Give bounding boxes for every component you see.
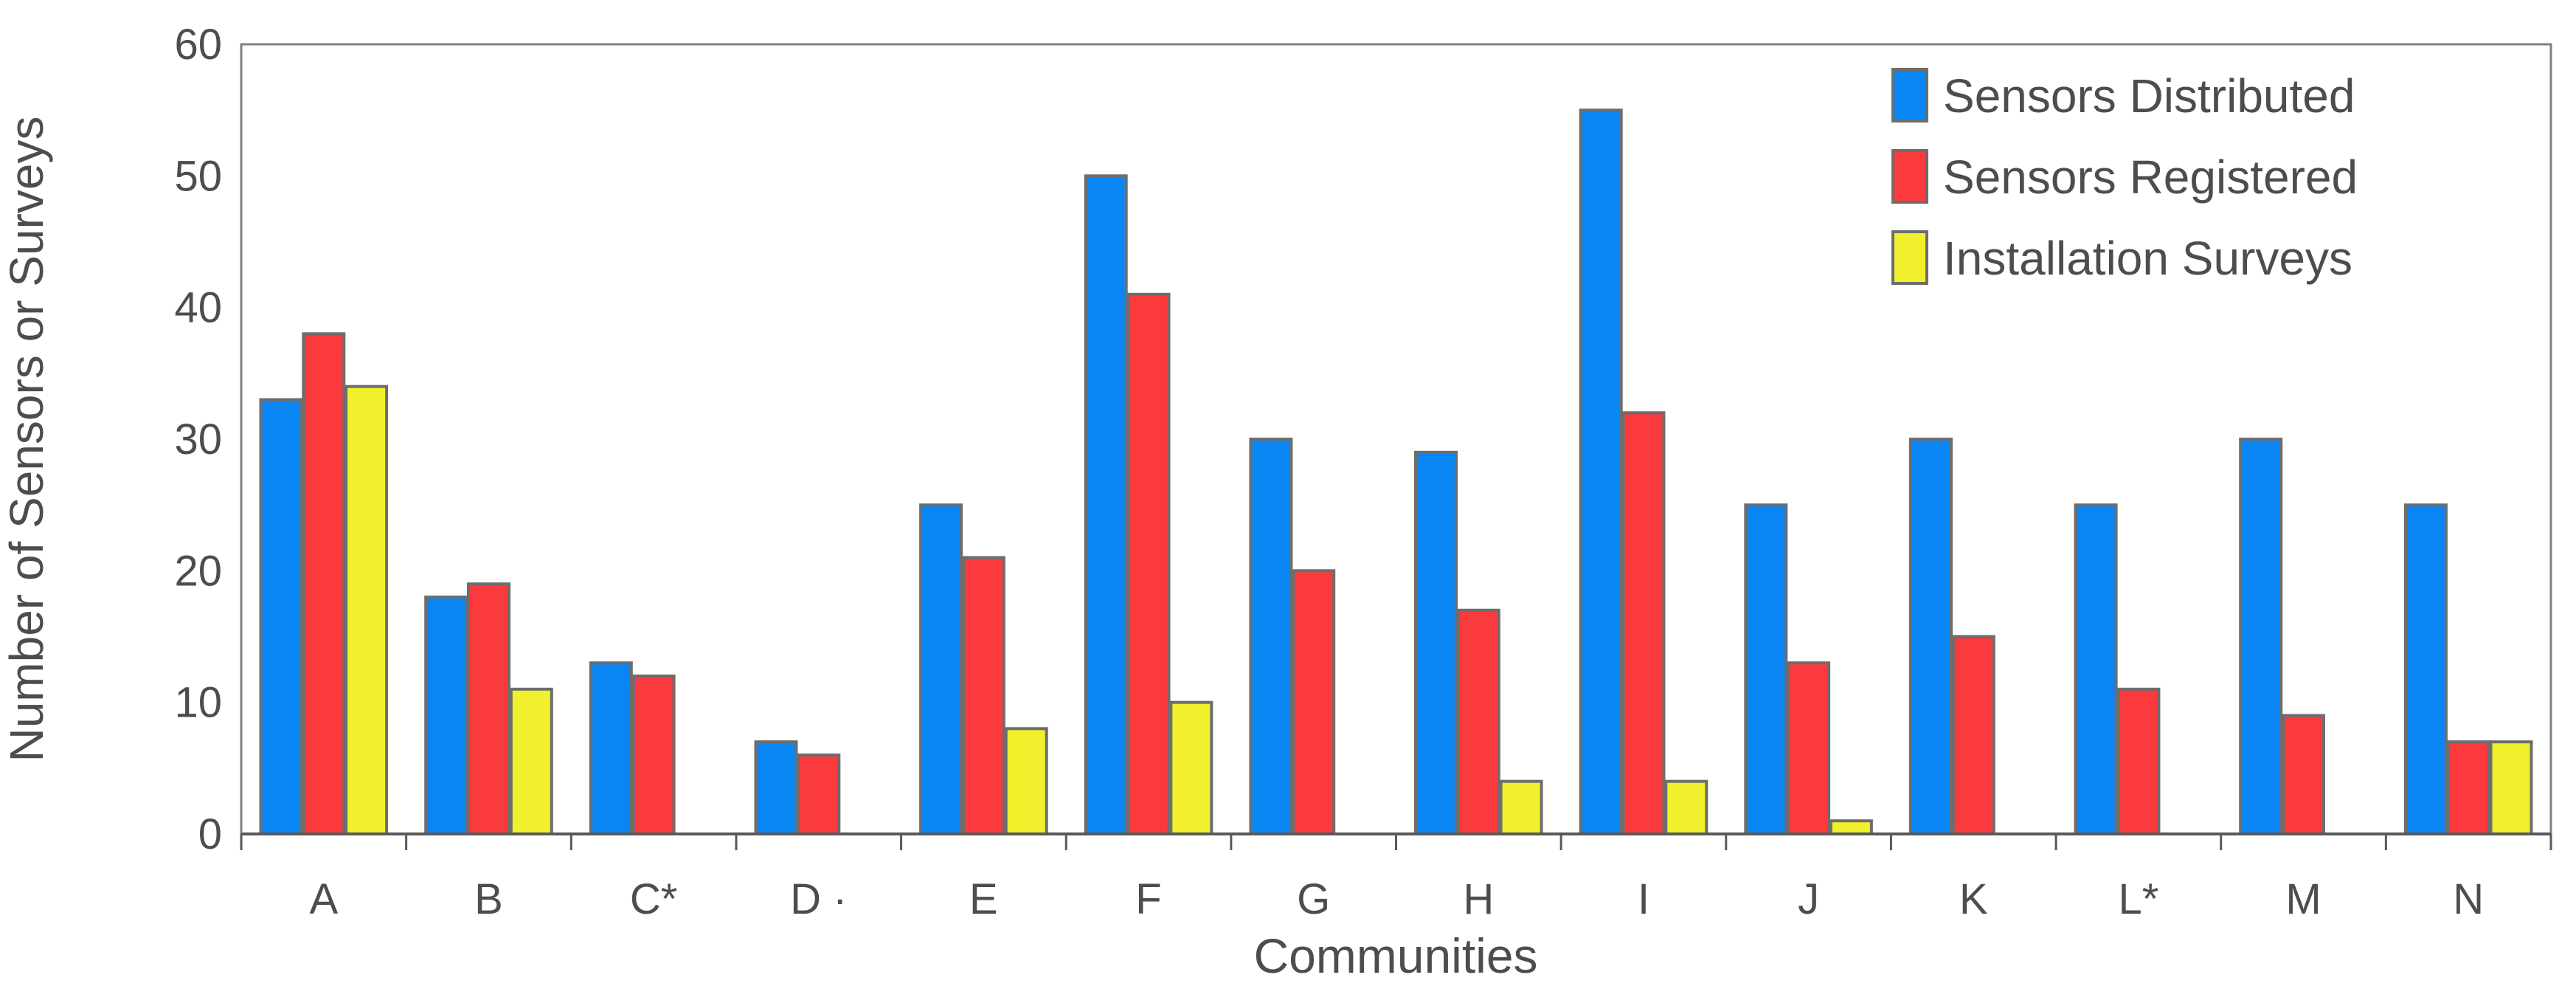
y-tick-label: 20	[174, 547, 222, 595]
x-category-label: F	[1135, 875, 1161, 923]
bar-sensors-distributed-E	[919, 503, 963, 835]
x-category-label: M	[2285, 875, 2321, 923]
bar-sensors-distributed-B	[424, 596, 468, 835]
bar-sensors-registered-H	[1456, 608, 1500, 835]
bar-sensors-distributed-C	[589, 661, 633, 836]
bar-sensors-registered-B	[467, 582, 510, 835]
x-category-label: B	[474, 875, 503, 923]
bar-sensors-registered-D	[797, 754, 841, 835]
x-category-label: K	[1959, 875, 1988, 923]
bar-installation-surveys-I	[1664, 779, 1708, 835]
bar-installation-surveys-B	[509, 687, 553, 835]
y-tick-labels: 0 10 20 30 40 50 60	[174, 21, 222, 858]
legend-label-sensors-distributed: Sensors Distributed	[1943, 69, 2355, 123]
legend-item-sensors-distributed: Sensors Distributed	[1891, 68, 2355, 123]
legend-item-installation-surveys: Installation Surveys	[1891, 230, 2352, 285]
y-tick-label: 10	[174, 679, 222, 727]
bar-sensors-registered-J	[1787, 661, 1831, 836]
bar-sensors-distributed-D	[754, 740, 798, 836]
bar-sensors-registered-G	[1292, 569, 1336, 835]
x-category-label: C*	[630, 875, 677, 923]
bar-installation-surveys-A	[344, 385, 389, 835]
legend: Sensors Distributed Sensors Registered Ins…	[1891, 68, 2358, 285]
x-category-label: D ·	[790, 875, 847, 923]
bar-sensors-distributed-I	[1579, 108, 1623, 835]
bar-sensors-distributed-J	[1744, 503, 1788, 835]
legend-swatch-sensors-distributed	[1891, 68, 1928, 123]
bar-sensors-distributed-A	[259, 398, 303, 835]
bar-sensors-registered-L	[2116, 687, 2161, 835]
bar-sensors-distributed-F	[1084, 174, 1128, 836]
bar-sensors-distributed-N	[2403, 503, 2448, 835]
bar-installation-surveys-E	[1004, 727, 1048, 835]
bar-installation-surveys-H	[1499, 779, 1543, 835]
bar-sensors-registered-A	[302, 332, 346, 835]
bar-sensors-registered-F	[1126, 292, 1171, 835]
x-category-label: A	[309, 875, 338, 923]
bar-installation-surveys-F	[1169, 700, 1213, 836]
y-tick-label: 0	[198, 810, 222, 858]
bar-sensors-registered-I	[1621, 411, 1666, 835]
bars-layer	[259, 108, 2533, 836]
x-category-label: H	[1463, 875, 1494, 923]
legend-item-sensors-registered: Sensors Registered	[1891, 149, 2358, 204]
x-category-labels: A B C* D · E F G H I J K L* M N	[309, 875, 2484, 923]
x-category-label: E	[969, 875, 998, 923]
bar-sensors-distributed-K	[1909, 438, 1953, 835]
bar-sensors-registered-C	[631, 675, 676, 835]
legend-swatch-sensors-registered	[1891, 149, 1928, 204]
bar-sensors-distributed-L	[2074, 503, 2118, 835]
bar-sensors-registered-M	[2282, 714, 2325, 835]
x-category-label: N	[2453, 875, 2484, 923]
x-axis-title: Communities	[1253, 928, 1537, 983]
bar-sensors-distributed-G	[1249, 438, 1293, 835]
bar-installation-surveys-J	[1829, 819, 1873, 835]
axis-layer	[240, 832, 2552, 850]
x-category-label: I	[1638, 875, 1649, 923]
bar-sensors-registered-N	[2446, 740, 2490, 836]
legend-label-sensors-registered: Sensors Registered	[1943, 151, 2358, 204]
y-tick-label: 50	[174, 152, 222, 200]
x-category-label: L*	[2118, 875, 2158, 923]
y-tick-label: 30	[174, 416, 222, 463]
bar-sensors-distributed-M	[2239, 438, 2283, 835]
bar-installation-surveys-N	[2489, 740, 2533, 836]
bar-sensors-registered-K	[1951, 635, 1995, 835]
y-tick-label: 60	[174, 21, 222, 69]
bar-sensors-registered-E	[961, 556, 1005, 835]
x-category-label: G	[1297, 875, 1330, 923]
bar-sensors-distributed-H	[1414, 450, 1458, 835]
x-category-label: J	[1798, 875, 1819, 923]
y-axis-title: Number of Sensors or Surveys	[0, 117, 53, 762]
legend-label-installation-surveys: Installation Surveys	[1943, 232, 2352, 285]
y-tick-label: 40	[174, 284, 222, 332]
legend-swatch-installation-surveys	[1891, 230, 1928, 285]
